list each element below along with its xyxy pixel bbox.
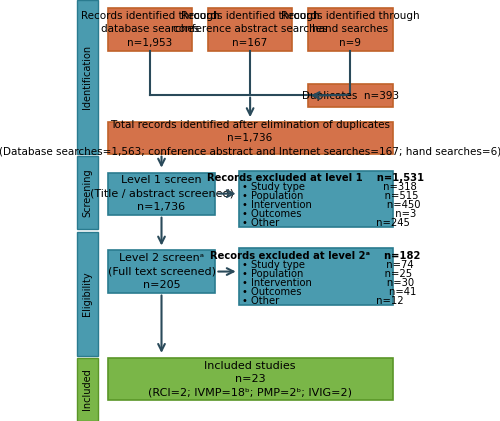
Text: • Study type                          n=74: • Study type n=74 xyxy=(242,260,414,269)
Text: Level 1 screen
(Title / abstract screened)
n=1,736: Level 1 screen (Title / abstract screene… xyxy=(90,176,234,212)
Text: • Study type                         n=318: • Study type n=318 xyxy=(242,182,417,192)
Text: Total records identified after elimination of duplicates
n=1,736
(Database searc: Total records identified after eliminati… xyxy=(0,120,500,156)
Text: Identification: Identification xyxy=(82,45,92,109)
Text: Records excluded at level 2ᵃ    n=182: Records excluded at level 2ᵃ n=182 xyxy=(210,250,421,261)
Text: Duplicates  n=393: Duplicates n=393 xyxy=(302,91,399,101)
Text: • Intervention                        n=30: • Intervention n=30 xyxy=(242,278,414,288)
FancyBboxPatch shape xyxy=(238,171,392,227)
FancyBboxPatch shape xyxy=(308,8,392,51)
FancyBboxPatch shape xyxy=(108,8,192,51)
Text: Records identified through
database searches
n=1,953: Records identified through database sear… xyxy=(80,11,220,48)
Text: Included studies
n=23
(RCI=2; IVMP=18ᵇ; PMP=2ᵇ; IVIG=2): Included studies n=23 (RCI=2; IVMP=18ᵇ; … xyxy=(148,361,352,397)
Text: Screening: Screening xyxy=(82,168,92,217)
Text: Records identified through
conference abstract searches
n=167: Records identified through conference ab… xyxy=(173,11,328,48)
Text: • Other                               n=12: • Other n=12 xyxy=(242,296,404,306)
FancyBboxPatch shape xyxy=(108,122,393,154)
FancyBboxPatch shape xyxy=(77,0,98,154)
FancyBboxPatch shape xyxy=(238,248,392,305)
Text: • Population                          n=25: • Population n=25 xyxy=(242,269,412,279)
Text: Included: Included xyxy=(82,368,92,410)
Text: • Intervention                        n=450: • Intervention n=450 xyxy=(242,200,421,210)
FancyBboxPatch shape xyxy=(308,84,392,107)
FancyBboxPatch shape xyxy=(77,358,98,421)
Text: Level 2 screenᵃ
(Full text screened)
n=205: Level 2 screenᵃ (Full text screened) n=2… xyxy=(108,253,216,290)
Text: Records excluded at level 1    n=1,531: Records excluded at level 1 n=1,531 xyxy=(207,173,424,183)
FancyBboxPatch shape xyxy=(108,250,216,293)
Text: • Outcomes                            n=41: • Outcomes n=41 xyxy=(242,287,417,297)
FancyBboxPatch shape xyxy=(77,232,98,356)
Text: • Population                          n=515: • Population n=515 xyxy=(242,191,419,201)
Text: • Outcomes                              n=3: • Outcomes n=3 xyxy=(242,209,416,219)
Text: Records identified through
hand searches
n=9: Records identified through hand searches… xyxy=(281,11,419,48)
FancyBboxPatch shape xyxy=(108,173,216,215)
FancyBboxPatch shape xyxy=(77,156,98,229)
Text: Eligibility: Eligibility xyxy=(82,272,92,316)
FancyBboxPatch shape xyxy=(108,358,393,400)
Text: • Other                               n=245: • Other n=245 xyxy=(242,218,410,228)
FancyBboxPatch shape xyxy=(208,8,292,51)
